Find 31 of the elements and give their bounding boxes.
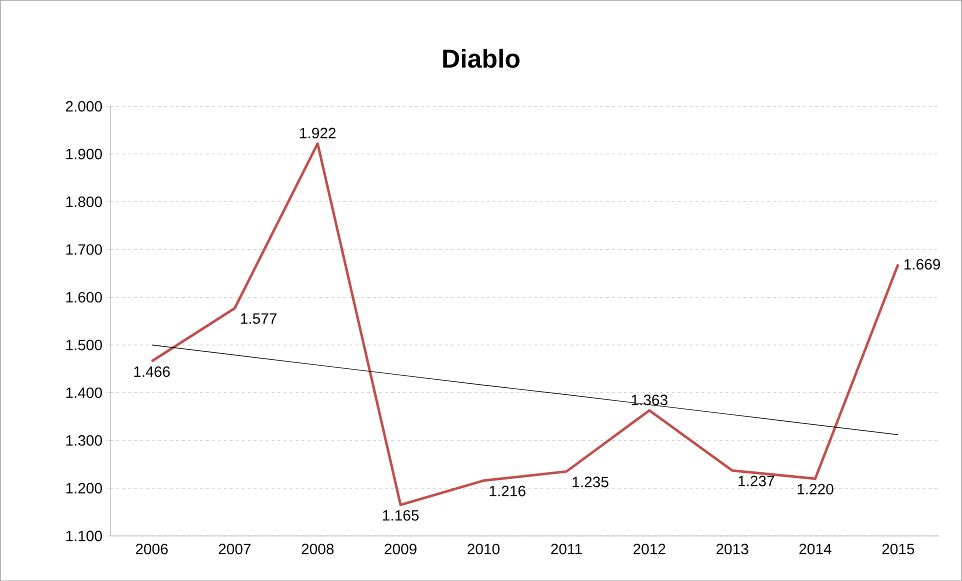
- x-tick-label: 2014: [799, 544, 832, 554]
- data-label: 1.363: [632, 394, 668, 406]
- x-tick-label: 2007: [218, 544, 251, 554]
- data-label: 1.669: [904, 258, 940, 270]
- data-label: 1.235: [572, 476, 608, 488]
- x-tick-label: 2013: [716, 544, 748, 554]
- x-tick-label: 2008: [302, 544, 334, 554]
- x-tick-label: 2010: [468, 544, 500, 554]
- x-tick-label: 2012: [634, 544, 666, 554]
- data-label: 1.165: [383, 510, 419, 521]
- y-tick-label: 1.600: [66, 292, 102, 302]
- data-label: 1.216: [490, 486, 526, 496]
- y-tick-label: 1.800: [66, 196, 102, 207]
- x-tick-label: 2015: [882, 544, 914, 554]
- y-tick-label: 1.300: [66, 435, 102, 446]
- y-tick-label: 1.400: [66, 387, 102, 398]
- data-label: 1.922: [300, 128, 336, 138]
- y-tick-label: 1.100: [66, 530, 102, 542]
- y-tick-label: 1.200: [66, 482, 102, 494]
- x-tick-label: 2009: [384, 544, 416, 554]
- chart-title: Diablo: [443, 48, 520, 68]
- y-tick-label: 1.900: [66, 148, 102, 160]
- data-label: 1.466: [134, 366, 170, 377]
- data-label: 1.220: [798, 484, 834, 494]
- y-tick-label: 1.500: [66, 340, 102, 350]
- data-label: 1.237: [738, 476, 774, 486]
- x-tick-label: 2011: [551, 544, 582, 554]
- x-tick-label: 2006: [136, 544, 168, 554]
- data-label: 1.577: [241, 313, 276, 324]
- y-tick-label: 1.700: [66, 244, 102, 255]
- y-tick-label: 2.000: [66, 100, 102, 112]
